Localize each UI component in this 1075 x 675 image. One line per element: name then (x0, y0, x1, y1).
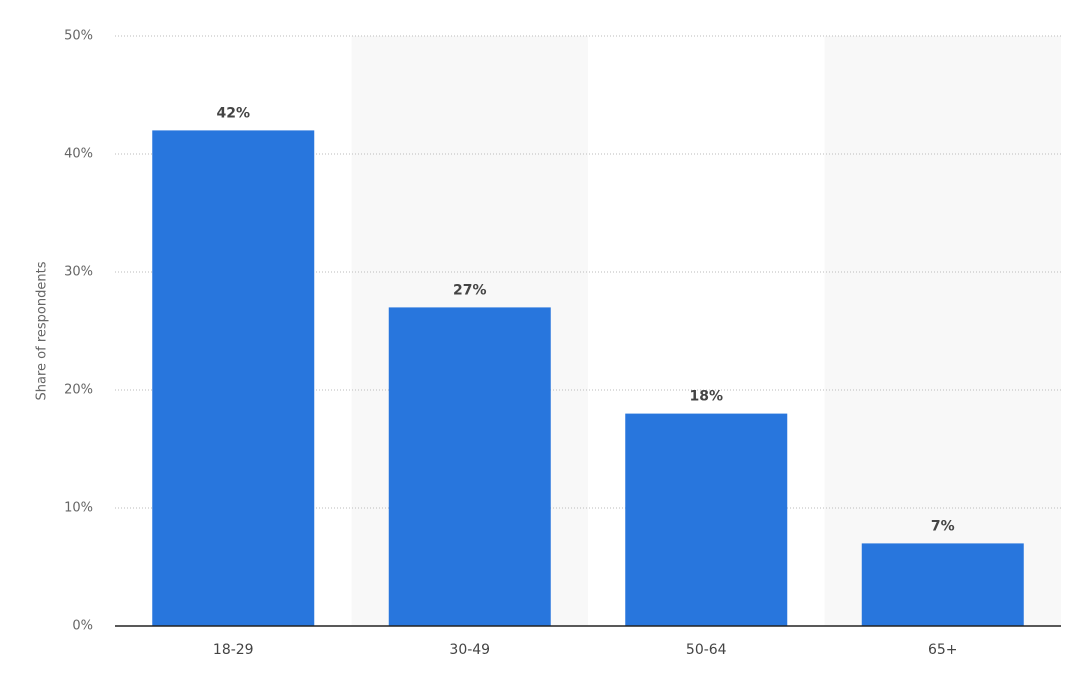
y-tick-label: 50% (64, 29, 93, 44)
x-tick-label: 18-29 (213, 642, 254, 658)
bar (152, 130, 315, 626)
bar (625, 413, 788, 626)
value-label: 42% (216, 105, 250, 121)
y-axis-label: Share of respondents (35, 261, 50, 400)
band-background (824, 36, 1061, 626)
value-label: 7% (931, 518, 955, 534)
x-tick-label: 50-64 (686, 642, 727, 658)
x-tick-label: 30-49 (449, 642, 490, 658)
x-tick-label: 65+ (928, 642, 958, 658)
bar (861, 543, 1024, 626)
y-tick-label: 30% (64, 265, 93, 280)
bar (388, 307, 551, 626)
y-tick-label: 10% (64, 501, 93, 516)
y-tick-label: 0% (72, 619, 93, 634)
y-tick-label: 20% (64, 383, 93, 398)
value-label: 27% (453, 282, 487, 298)
value-label: 18% (689, 389, 723, 405)
y-tick-label: 40% (64, 147, 93, 162)
